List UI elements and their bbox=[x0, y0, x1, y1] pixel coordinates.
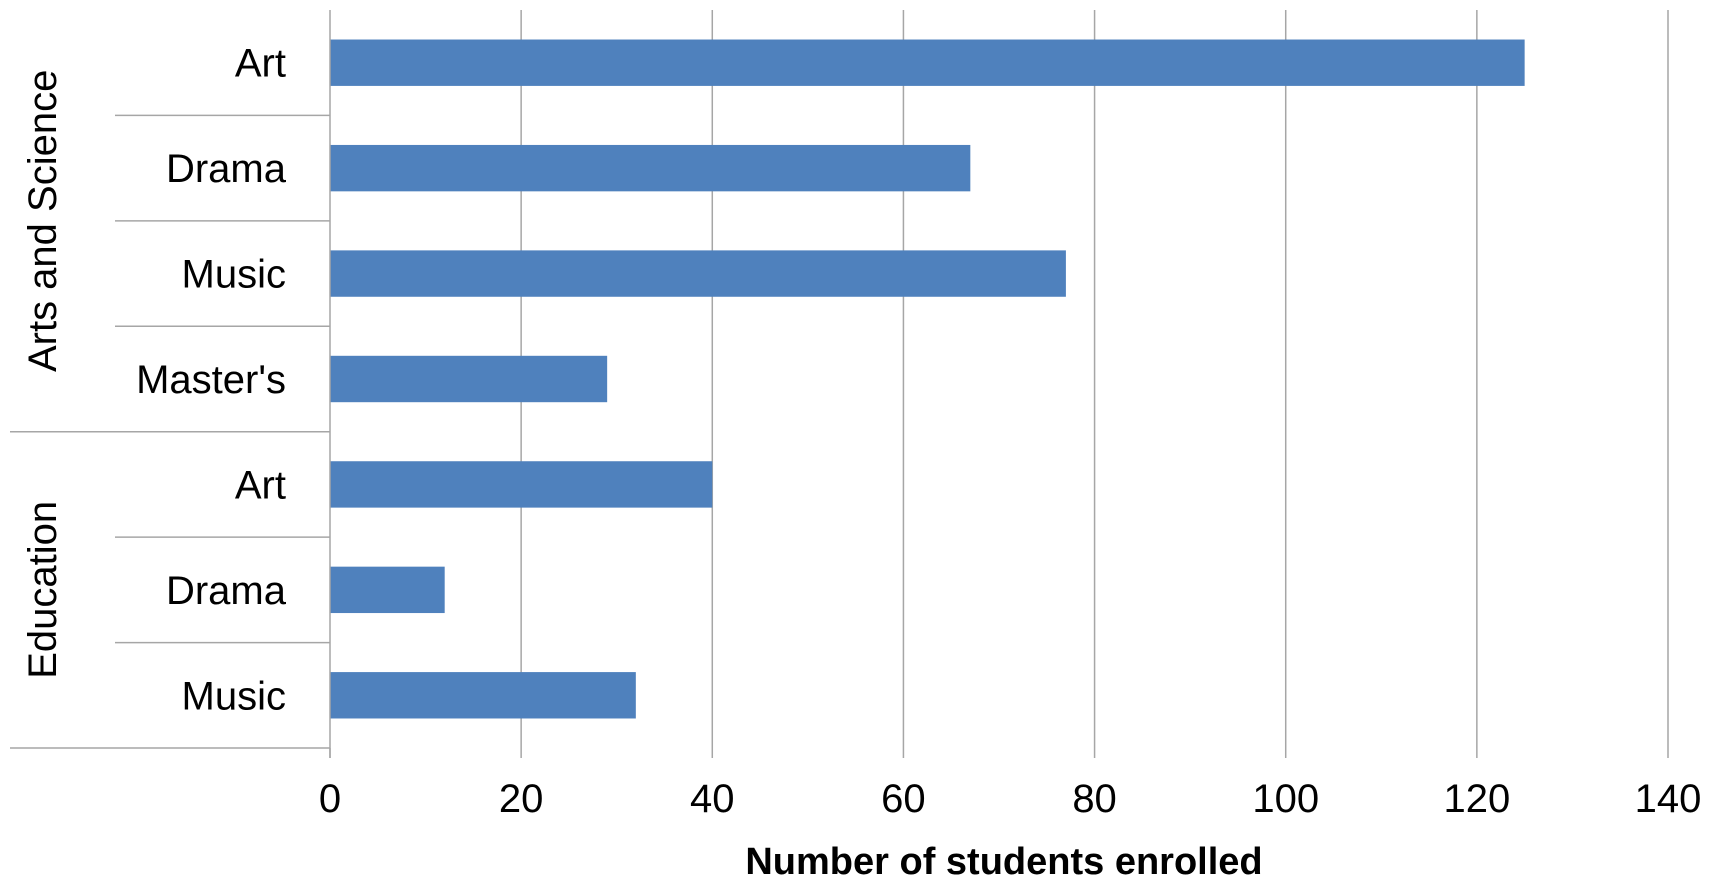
x-axis-title: Number of students enrolled bbox=[745, 841, 1262, 883]
category-label: Music bbox=[182, 674, 286, 718]
bar bbox=[330, 461, 713, 508]
x-tick-label: 100 bbox=[1252, 777, 1319, 821]
category-label: Music bbox=[182, 253, 286, 297]
bar bbox=[330, 144, 971, 192]
x-tick-label: 120 bbox=[1443, 777, 1510, 821]
category-label: Art bbox=[235, 463, 286, 507]
x-tick-label: 20 bbox=[499, 777, 544, 821]
x-tick-label: 40 bbox=[690, 777, 735, 821]
bar bbox=[330, 566, 445, 614]
category-label: Drama bbox=[166, 569, 287, 613]
category-label: Art bbox=[235, 42, 286, 86]
category-label: Drama bbox=[166, 147, 287, 191]
category-labels: Art Drama Music Master's Arts and Science Art… bbox=[21, 42, 287, 719]
x-tick-labels: 0 20 40 60 80 100 120 140 bbox=[319, 777, 1702, 821]
x-tick-label: 80 bbox=[1072, 777, 1117, 821]
x-tick-label: 60 bbox=[881, 777, 926, 821]
group-label: Education bbox=[21, 501, 65, 679]
bar bbox=[330, 39, 1525, 86]
bars bbox=[330, 39, 1525, 719]
bar bbox=[330, 355, 608, 403]
group-label: Arts and Science bbox=[21, 70, 65, 372]
x-tick-label: 140 bbox=[1635, 777, 1702, 821]
axes bbox=[10, 10, 1669, 758]
bar bbox=[330, 250, 1066, 297]
category-label: Master's bbox=[136, 358, 286, 402]
x-tick-label: 0 bbox=[319, 777, 341, 821]
bar bbox=[330, 672, 636, 719]
gridlines bbox=[520, 10, 1669, 748]
